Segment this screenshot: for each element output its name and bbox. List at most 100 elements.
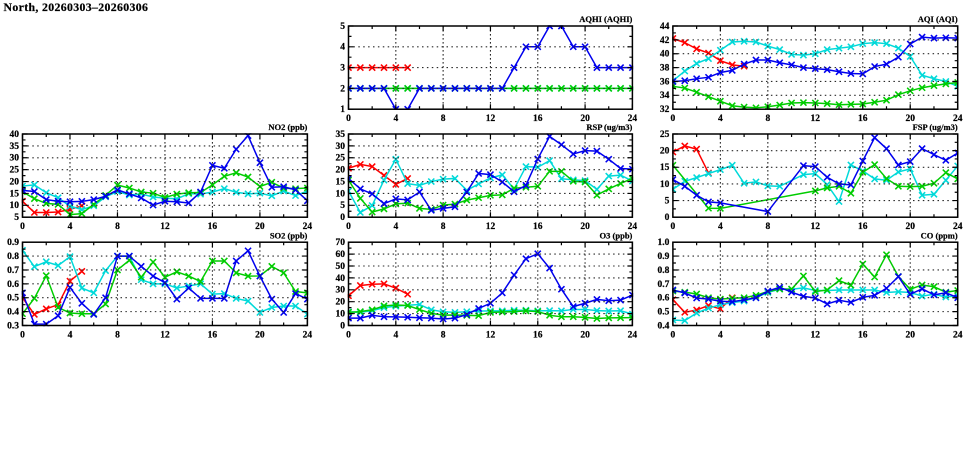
svg-text:12: 12 (160, 222, 170, 232)
svg-text:RSP (ug/m3): RSP (ug/m3) (586, 122, 632, 132)
svg-text:2: 2 (340, 84, 345, 94)
svg-text:0: 0 (665, 213, 670, 223)
svg-text:0.7: 0.7 (658, 280, 670, 290)
svg-text:SO2 (ppb): SO2 (ppb) (270, 230, 308, 240)
svg-text:20: 20 (255, 222, 265, 232)
svg-text:24: 24 (628, 331, 638, 341)
svg-text:24: 24 (628, 114, 638, 124)
svg-text:8: 8 (441, 331, 446, 341)
svg-text:20: 20 (660, 147, 670, 157)
svg-text:0.9: 0.9 (658, 252, 670, 262)
svg-text:0.8: 0.8 (658, 266, 670, 276)
svg-text:0.7: 0.7 (7, 266, 19, 276)
svg-text:44: 44 (660, 22, 670, 32)
svg-text:8: 8 (441, 114, 446, 124)
svg-text:30: 30 (10, 154, 20, 164)
svg-text:5: 5 (340, 22, 345, 32)
svg-text:10: 10 (336, 310, 346, 320)
svg-text:40: 40 (336, 274, 346, 284)
svg-text:50: 50 (336, 262, 346, 272)
svg-text:FSP (ug/m3): FSP (ug/m3) (913, 122, 958, 132)
svg-text:20: 20 (905, 114, 915, 124)
svg-text:0.6: 0.6 (658, 294, 670, 304)
svg-text:0: 0 (20, 331, 25, 341)
svg-text:35: 35 (336, 130, 346, 140)
svg-text:0: 0 (340, 213, 345, 223)
svg-text:4: 4 (393, 114, 398, 124)
svg-text:12: 12 (811, 114, 821, 124)
svg-text:24: 24 (953, 114, 963, 124)
svg-text:20: 20 (580, 114, 590, 124)
svg-text:20: 20 (336, 166, 346, 176)
svg-text:4: 4 (340, 43, 345, 53)
svg-text:North, 20260303–20260306: North, 20260303–20260306 (4, 0, 149, 14)
svg-text:20: 20 (10, 177, 20, 187)
svg-text:0: 0 (346, 331, 351, 341)
svg-text:16: 16 (208, 222, 218, 232)
svg-text:24: 24 (303, 331, 313, 341)
svg-text:4: 4 (68, 222, 73, 232)
svg-text:8: 8 (115, 222, 120, 232)
svg-text:0: 0 (20, 222, 25, 232)
svg-text:25: 25 (10, 166, 20, 176)
svg-text:AQI (AQI): AQI (AQI) (918, 14, 958, 24)
svg-text:0.6: 0.6 (7, 280, 19, 290)
svg-text:NO2 (ppb): NO2 (ppb) (268, 122, 307, 132)
svg-text:20: 20 (905, 222, 915, 232)
svg-text:0.8: 0.8 (7, 252, 19, 262)
svg-text:5: 5 (665, 196, 670, 206)
svg-text:8: 8 (765, 114, 770, 124)
svg-text:0: 0 (671, 114, 676, 124)
svg-text:CO (ppm): CO (ppm) (921, 230, 958, 240)
svg-text:O3 (ppb): O3 (ppb) (600, 230, 633, 240)
svg-text:16: 16 (858, 331, 868, 341)
svg-text:12: 12 (486, 114, 496, 124)
svg-text:20: 20 (336, 298, 346, 308)
svg-text:12: 12 (486, 222, 496, 232)
svg-text:15: 15 (10, 189, 20, 199)
svg-text:60: 60 (336, 250, 346, 260)
svg-text:25: 25 (660, 130, 670, 140)
svg-text:0: 0 (346, 114, 351, 124)
svg-text:16: 16 (858, 114, 868, 124)
svg-text:8: 8 (765, 331, 770, 341)
svg-text:20: 20 (255, 331, 265, 341)
svg-text:4: 4 (393, 331, 398, 341)
svg-text:16: 16 (533, 222, 543, 232)
svg-text:10: 10 (10, 201, 20, 211)
svg-text:32: 32 (660, 105, 670, 115)
svg-text:42: 42 (660, 36, 670, 46)
svg-text:15: 15 (660, 163, 670, 173)
svg-text:0: 0 (671, 222, 676, 232)
svg-text:40: 40 (660, 50, 670, 60)
svg-text:5: 5 (340, 201, 345, 211)
svg-text:4: 4 (393, 222, 398, 232)
svg-text:34: 34 (660, 91, 670, 101)
svg-text:12: 12 (160, 331, 170, 341)
svg-text:0.4: 0.4 (658, 321, 670, 331)
svg-text:20: 20 (580, 222, 590, 232)
svg-text:5: 5 (14, 213, 19, 223)
svg-text:36: 36 (660, 77, 670, 87)
svg-text:4: 4 (68, 331, 73, 341)
svg-text:1: 1 (340, 105, 345, 115)
svg-text:AQHI (AQHI): AQHI (AQHI) (579, 14, 632, 24)
svg-text:25: 25 (336, 154, 346, 164)
svg-text:16: 16 (858, 222, 868, 232)
svg-text:40: 40 (10, 130, 20, 140)
svg-text:20: 20 (580, 331, 590, 341)
svg-text:12: 12 (811, 331, 821, 341)
svg-text:8: 8 (115, 331, 120, 341)
svg-text:24: 24 (303, 222, 313, 232)
svg-text:1.0: 1.0 (658, 238, 670, 248)
svg-text:0: 0 (346, 222, 351, 232)
svg-text:70: 70 (336, 238, 346, 248)
svg-text:0: 0 (340, 321, 345, 331)
svg-text:12: 12 (486, 331, 496, 341)
svg-text:16: 16 (533, 331, 543, 341)
svg-text:4: 4 (718, 222, 723, 232)
svg-text:4: 4 (718, 114, 723, 124)
svg-text:0.9: 0.9 (7, 238, 19, 248)
svg-text:10: 10 (336, 189, 346, 199)
svg-text:0.5: 0.5 (7, 294, 19, 304)
